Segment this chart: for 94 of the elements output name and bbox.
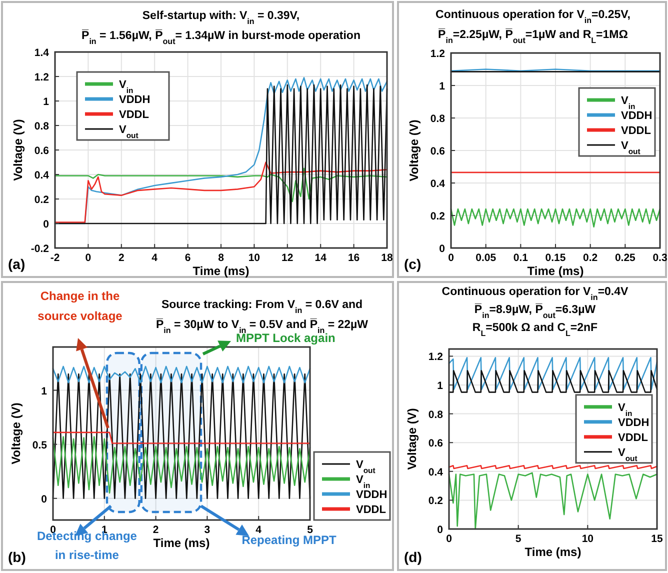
x-tick-label: 15 xyxy=(651,533,663,545)
x-axis-title: Time (ms) xyxy=(527,264,584,278)
x-tick-label: 10 xyxy=(248,252,260,264)
y-tick-label: 0.4 xyxy=(428,466,444,478)
legend-label: V$_{out}$ xyxy=(356,459,376,474)
y-axis-title: Voltage (V) xyxy=(11,119,25,181)
legend-label: VDDH xyxy=(621,110,652,122)
legend-label: VDDL xyxy=(618,432,648,444)
x-tick-label: 0 xyxy=(85,252,92,264)
x-tick-label: 0.2 xyxy=(583,252,598,264)
x-tick-label: 2 xyxy=(152,524,159,536)
chart-title: Source tracking: From V$_{in}$ = 0.6V and xyxy=(161,299,363,314)
band-label: Repeating MPPT xyxy=(242,533,338,547)
y-tick-label: 0.2 xyxy=(430,210,446,222)
y-tick-label: 0.5 xyxy=(32,439,48,452)
y-tick-label: 0 xyxy=(439,243,446,255)
y-tick-label: 1.2 xyxy=(428,351,444,364)
x-tick-label: 0.15 xyxy=(545,252,566,264)
x-tick-label: 5 xyxy=(307,524,314,536)
line-series xyxy=(54,168,388,202)
y-tick-label: 1.4 xyxy=(34,47,50,59)
legend-label: VDDL xyxy=(356,504,386,516)
line-series xyxy=(52,366,311,384)
x-tick-label: 14 xyxy=(314,252,327,264)
x-tick-label: 0.3 xyxy=(652,252,668,264)
text: Change in the source voltage xyxy=(38,289,123,323)
legend-label: VDDL xyxy=(621,125,652,137)
line-series xyxy=(54,162,388,223)
x-tick-label: 5 xyxy=(515,533,522,545)
x-tick-label: 16 xyxy=(348,252,360,264)
y-tick-label: 0 xyxy=(43,218,50,230)
y-axis-title: Voltage (V) xyxy=(9,402,23,464)
line-series xyxy=(52,436,311,494)
y-axis-title: Voltage (V) xyxy=(407,120,421,182)
x-tick-label: 3 xyxy=(204,524,210,536)
x-tick-label: 0.1 xyxy=(513,252,528,264)
legend-label: VDDH xyxy=(618,416,650,429)
text: (c) xyxy=(404,256,422,272)
chart-title: Continuous operation for V$_{in}$=0.25V, xyxy=(436,9,630,24)
text: (a) xyxy=(8,256,26,272)
y-tick-label: 0.6 xyxy=(428,438,444,450)
y-tick-label: 1 xyxy=(437,380,444,392)
legend-label: V$_{out}$ xyxy=(621,140,641,156)
x-axis-title: Time (ms) xyxy=(153,536,210,550)
x-tick-label: 10 xyxy=(582,533,594,545)
x-tick-label: 0 xyxy=(448,252,454,264)
legend-label: VDDL xyxy=(119,109,150,121)
legend-label: V$_{in}$ xyxy=(618,402,632,418)
x-tick-label: 4 xyxy=(152,252,158,264)
legend-label: V$_{in}$ xyxy=(356,474,370,490)
x-axis-title: Time (ms) xyxy=(192,264,250,278)
y-tick-label: 1.2 xyxy=(430,48,446,60)
legend-label: V$_{in}$ xyxy=(621,95,636,110)
y-tick-label: 0.6 xyxy=(34,145,50,157)
y-tick-label: 0.2 xyxy=(34,194,50,206)
y-axis-title: Voltage (V) xyxy=(405,408,419,470)
chart-subtitle: P̅$_{in}$ = 30µW to V$_{in}$ = 0.5V and P̅$_{in}$ = 22µW xyxy=(156,318,368,334)
y-tick-label: 1 xyxy=(43,96,50,108)
x-tick-label: 2 xyxy=(118,252,124,264)
legend-label: V$_{out}$ xyxy=(618,446,638,462)
x-axis-title: Time (ms) xyxy=(524,545,582,559)
legend-label: VDDH xyxy=(356,489,388,501)
x-tick-label: 12 xyxy=(282,252,294,264)
x-tick-label: 0.05 xyxy=(476,252,496,264)
line-series xyxy=(450,208,661,228)
y-tick-label: 1 xyxy=(439,80,446,92)
legend-label: V$_{in}$ xyxy=(119,79,134,94)
x-tick-label: 4 xyxy=(256,524,262,536)
text: (d) xyxy=(404,549,422,565)
chart-subtitle: P̅$_{in}$=2.25µW, P̅$_{out}$=1µW and R$_{L}$=1MΩ xyxy=(438,28,628,44)
y-tick-label: 0.6 xyxy=(430,146,446,158)
x-tick-label: 0.25 xyxy=(614,252,636,264)
y-tick-label: 0.4 xyxy=(430,178,446,190)
x-tick-label: 8 xyxy=(218,252,224,264)
x-tick-label: 18 xyxy=(381,252,393,264)
y-tick-label: 0 xyxy=(41,493,48,506)
y-tick-label: 0.4 xyxy=(34,170,50,182)
chart-title: Continuous operation for V$_{in}$=0.4V xyxy=(442,286,629,302)
x-tick-label: -2 xyxy=(50,252,60,264)
y-tick-label: 0.8 xyxy=(430,113,446,125)
text: (b) xyxy=(8,549,26,565)
line-series xyxy=(448,472,658,530)
y-tick-label: 1 xyxy=(41,385,48,398)
y-tick-label: 0.8 xyxy=(34,120,50,132)
chart-subtitle: P̅$_{in}$ = 1.56µW, P̅$_{out}$= 1.34µW in burst-mode operation xyxy=(81,29,360,46)
y-tick-label: 0.2 xyxy=(428,495,444,508)
legend-label: VDDH xyxy=(119,94,150,106)
text: P̅$_{in}$=8.9µW, P̅$_{out}$=6.3µW R$_{L}$=500k Ω and C$_{L}$=2nF xyxy=(472,304,598,338)
chart-title: Self-startup with: V$_{in}$ = 0.39V, xyxy=(142,10,300,26)
y-tick-label: -0.2 xyxy=(30,243,50,255)
x-tick-label: 6 xyxy=(184,252,191,264)
legend-label: V$_{out}$ xyxy=(119,124,139,140)
y-tick-label: 1.2 xyxy=(34,72,50,84)
y-tick-label: 0.8 xyxy=(428,408,444,421)
